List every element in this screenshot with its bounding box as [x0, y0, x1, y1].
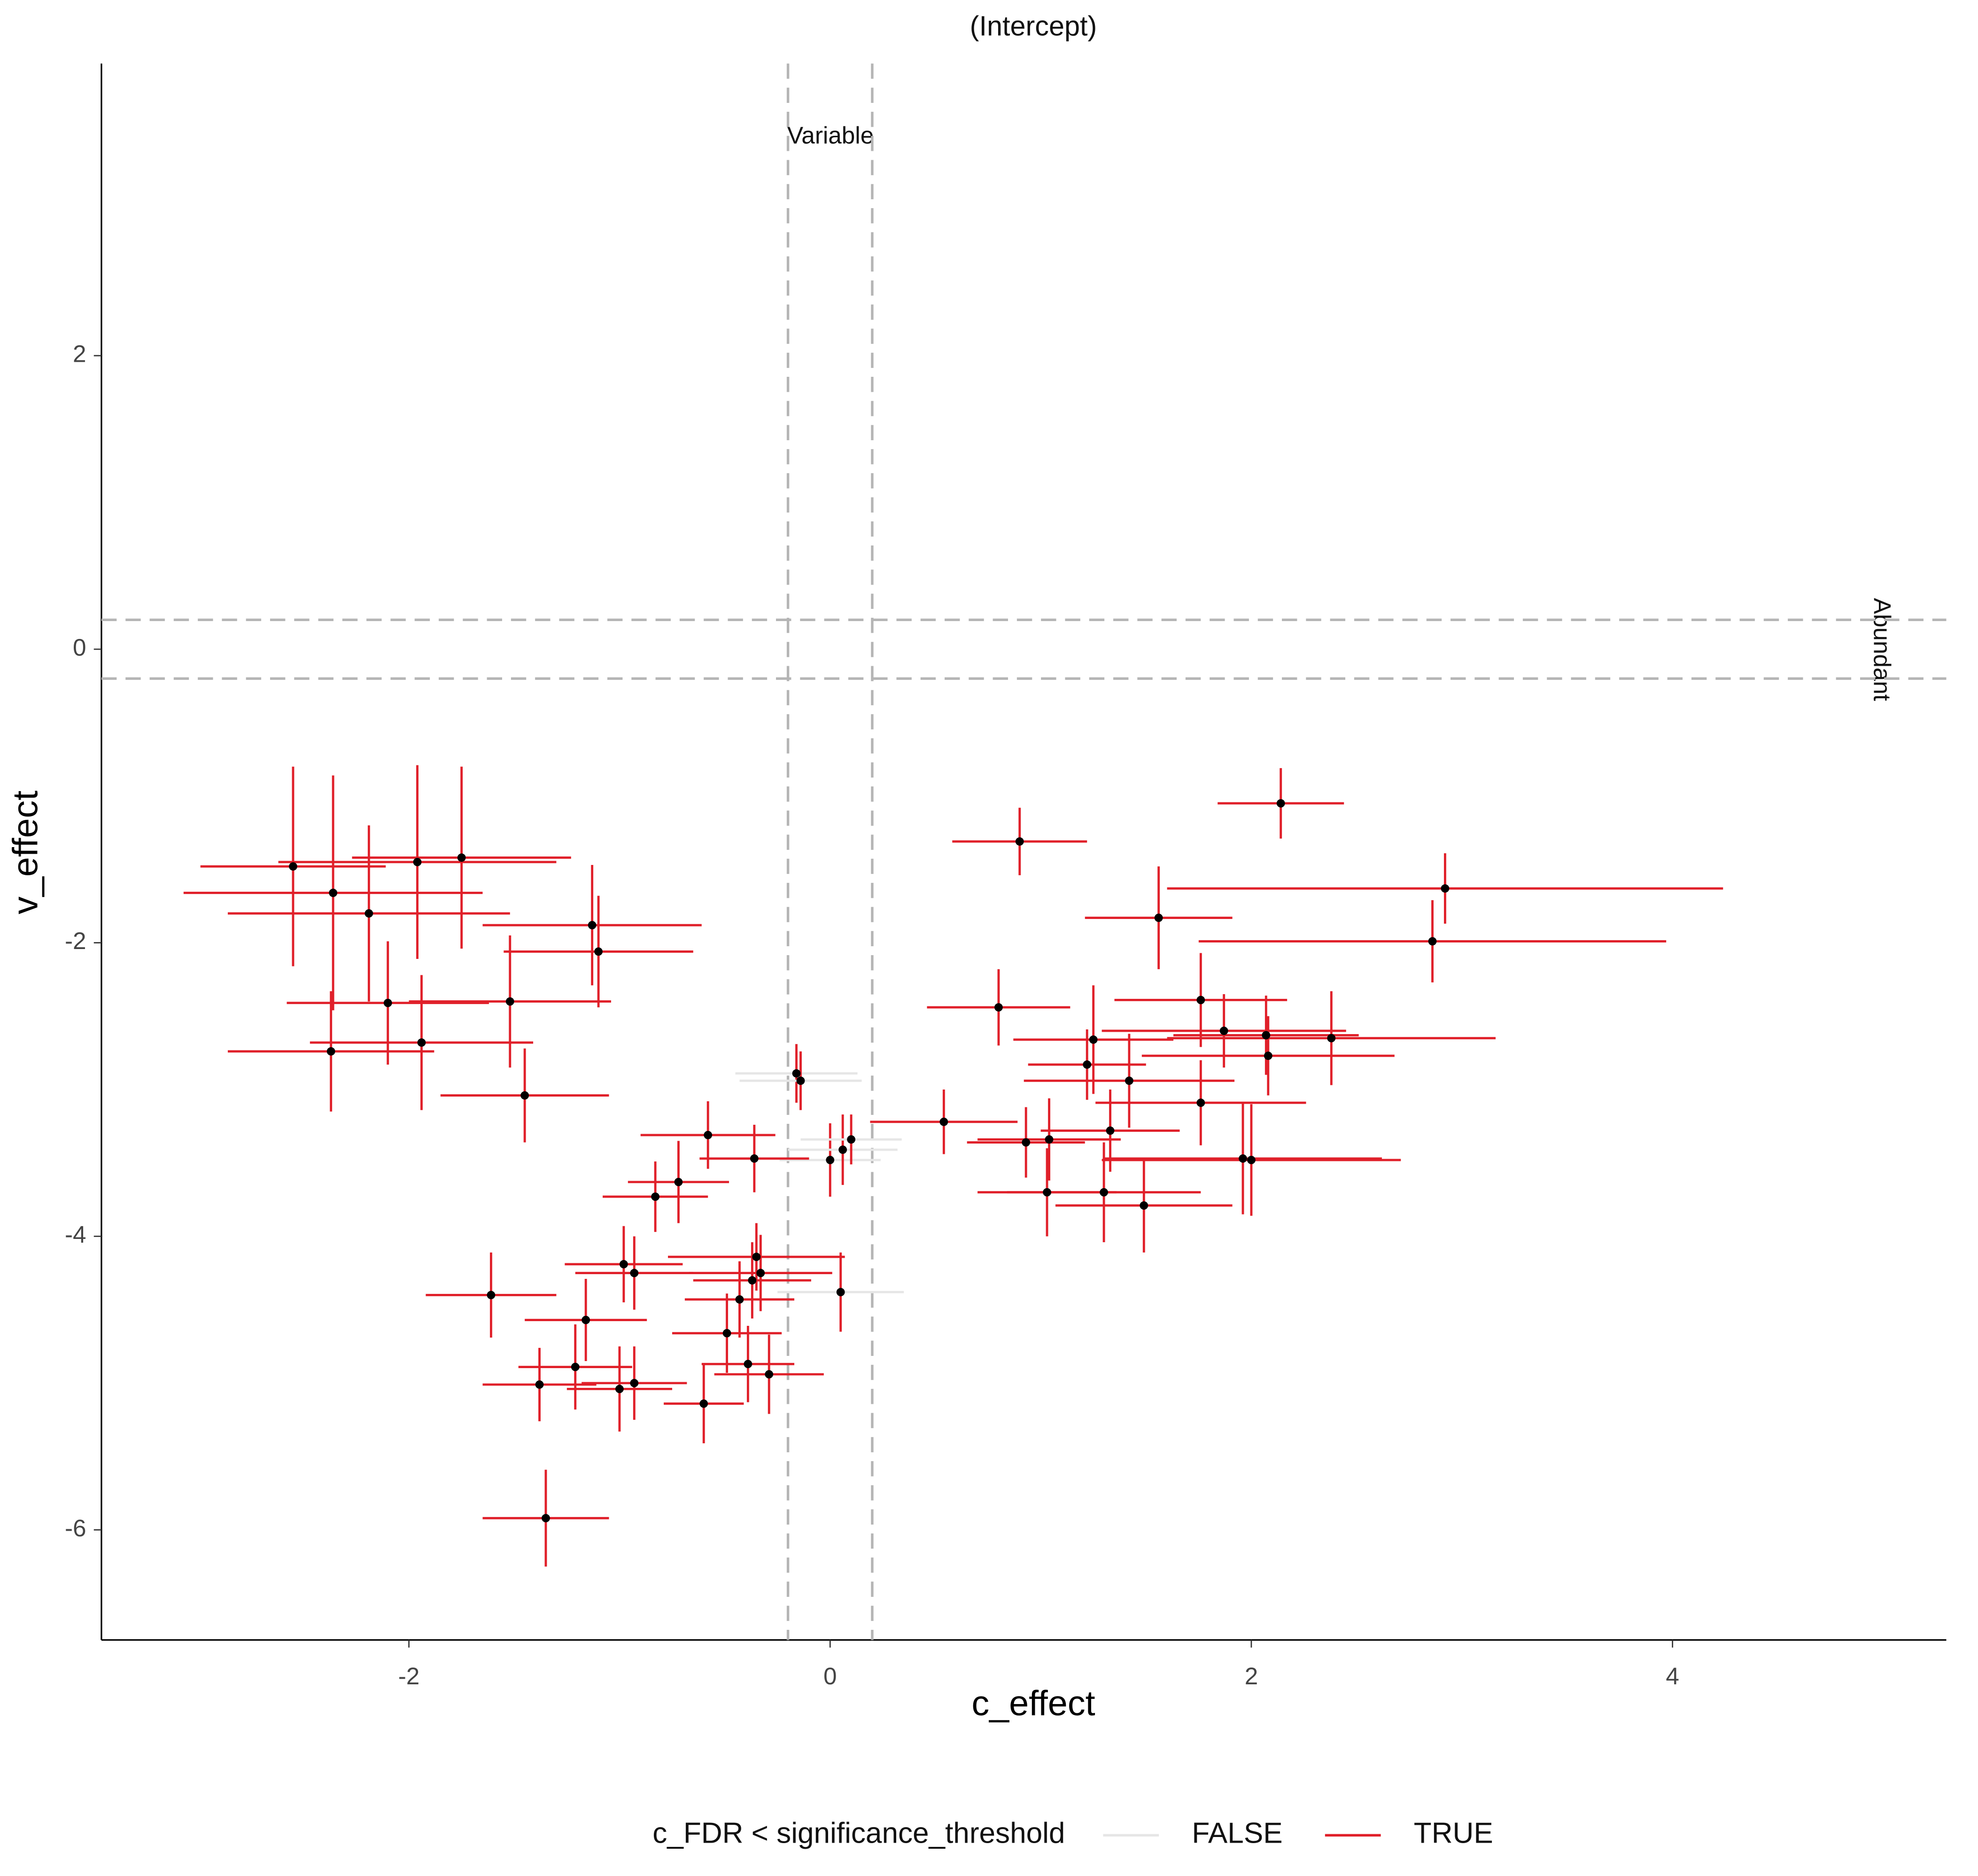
- point: [1196, 1098, 1205, 1107]
- point: [1015, 837, 1024, 846]
- point: [1428, 937, 1437, 946]
- point: [542, 1514, 550, 1523]
- point: [651, 1192, 660, 1201]
- point: [735, 1295, 744, 1304]
- point: [1106, 1126, 1115, 1135]
- point: [750, 1154, 759, 1163]
- point: [994, 1003, 1003, 1012]
- point: [326, 1047, 335, 1056]
- point: [582, 1316, 590, 1324]
- point: [457, 853, 466, 862]
- point: [571, 1362, 580, 1371]
- point: [792, 1069, 801, 1078]
- point: [699, 1399, 708, 1408]
- x-tick-label: 4: [1666, 1663, 1679, 1689]
- point: [744, 1360, 752, 1369]
- point: [765, 1370, 774, 1379]
- point: [630, 1269, 639, 1277]
- point: [289, 862, 297, 871]
- y-tick-label: -6: [65, 1515, 86, 1541]
- point: [1045, 1135, 1054, 1144]
- point: [1043, 1188, 1051, 1197]
- point: [413, 857, 422, 866]
- point: [520, 1091, 529, 1100]
- point: [1247, 1156, 1256, 1164]
- y-axis-label: v_effect: [6, 791, 45, 914]
- point: [505, 997, 514, 1006]
- point: [1089, 1035, 1098, 1044]
- point: [630, 1378, 639, 1387]
- point: [796, 1076, 805, 1085]
- point: [1154, 913, 1163, 922]
- point: [1262, 1031, 1271, 1040]
- point: [674, 1177, 683, 1186]
- point: [838, 1145, 847, 1154]
- x-tick-label: 2: [1245, 1663, 1258, 1689]
- x-axis-label: c_effect: [971, 1684, 1095, 1723]
- point: [1100, 1188, 1109, 1197]
- point: [329, 888, 338, 897]
- point: [752, 1253, 761, 1261]
- point: [487, 1291, 496, 1300]
- annotation: Variable: [787, 122, 874, 148]
- point: [756, 1269, 765, 1277]
- y-tick-label: 2: [73, 341, 86, 367]
- x-tick-label: -2: [398, 1663, 420, 1689]
- point: [826, 1156, 835, 1164]
- point: [594, 947, 603, 956]
- legend-label: FALSE: [1192, 1817, 1282, 1850]
- x-tick-label: 0: [823, 1663, 837, 1689]
- point: [1441, 884, 1450, 893]
- point: [1219, 1027, 1228, 1035]
- y-tick-label: -4: [65, 1221, 86, 1248]
- point: [1327, 1034, 1336, 1043]
- point: [1264, 1051, 1272, 1060]
- y-tick-label: 0: [73, 634, 86, 661]
- chart-title: (Intercept): [970, 10, 1097, 41]
- point: [704, 1130, 713, 1139]
- y-tick-label: -2: [65, 927, 86, 954]
- annotation: Abundant: [1869, 598, 1896, 701]
- point: [615, 1385, 624, 1393]
- point: [535, 1380, 544, 1389]
- point: [417, 1038, 426, 1047]
- point: [1083, 1060, 1092, 1069]
- point: [383, 998, 392, 1007]
- point: [939, 1117, 948, 1126]
- legend-title: c_FDR < significance_threshold: [652, 1817, 1065, 1850]
- point: [847, 1135, 855, 1144]
- legend-label: TRUE: [1414, 1817, 1493, 1850]
- point: [748, 1276, 757, 1285]
- point: [1276, 799, 1285, 808]
- point: [1196, 996, 1205, 1004]
- point: [1125, 1076, 1133, 1085]
- point: [1140, 1201, 1148, 1210]
- point: [722, 1329, 731, 1338]
- point: [365, 909, 373, 918]
- point: [836, 1288, 845, 1297]
- point: [588, 921, 597, 930]
- point: [619, 1260, 628, 1269]
- point: [1239, 1154, 1247, 1163]
- point: [1022, 1138, 1031, 1147]
